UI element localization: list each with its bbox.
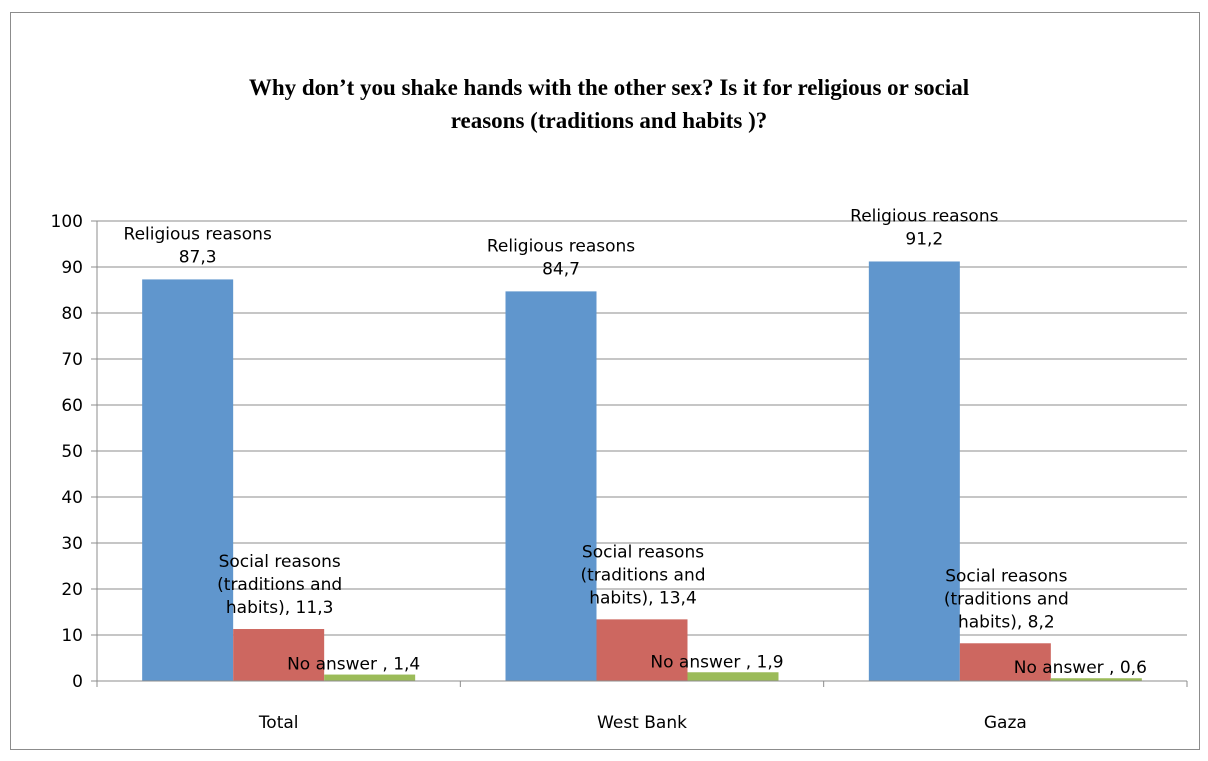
x-category-label: West Bank [597,713,687,733]
data-label: No answer , 0,6 [1014,658,1147,678]
data-label: habits), 8,2 [958,612,1055,632]
data-label: Religious reasons [124,224,272,244]
data-label: 91,2 [905,229,943,249]
y-tick-label: 20 [61,580,83,600]
data-label: No answer , 1,9 [650,652,783,672]
y-tick-label: 0 [72,672,83,692]
chart-title-line: Why don’t you shake hands with the other… [249,75,969,100]
y-tick-label: 90 [61,258,83,278]
bar [959,643,1051,681]
y-tick-label: 100 [51,212,83,232]
data-label: (traditions and [217,575,342,595]
chart-frame: Why don’t you shake hands with the other… [10,12,1200,750]
data-label: Social reasons [945,566,1067,586]
bar [505,291,597,681]
data-label: habits), 11,3 [226,598,334,618]
data-label: Social reasons [219,552,341,572]
chart-title-line: reasons (traditions and habits )? [451,108,768,133]
bar [324,674,416,681]
y-tick-label: 50 [61,442,83,462]
x-category-label: Total [258,713,299,733]
bar [233,629,325,681]
data-label: 87,3 [179,247,217,267]
data-label: Religious reasons [850,206,998,226]
y-tick-label: 80 [61,304,83,324]
bar [868,261,960,681]
bar [1050,678,1142,681]
y-tick-label: 60 [61,396,83,416]
x-category-label: Gaza [984,713,1027,733]
bar [596,619,688,681]
data-label: (traditions and [944,589,1069,609]
bar-chart: Why don’t you shake hands with the other… [51,75,1188,733]
data-label: No answer , 1,4 [287,655,420,675]
bar [687,672,779,681]
bar [142,279,234,681]
y-tick-label: 30 [61,534,83,554]
data-label: 84,7 [542,259,580,279]
data-label: (traditions and [580,565,705,585]
data-label: habits), 13,4 [589,588,697,608]
y-tick-label: 40 [61,488,83,508]
data-label: Religious reasons [487,236,635,256]
data-label: Social reasons [582,542,704,562]
y-tick-label: 70 [61,350,83,370]
y-tick-label: 10 [61,626,83,646]
